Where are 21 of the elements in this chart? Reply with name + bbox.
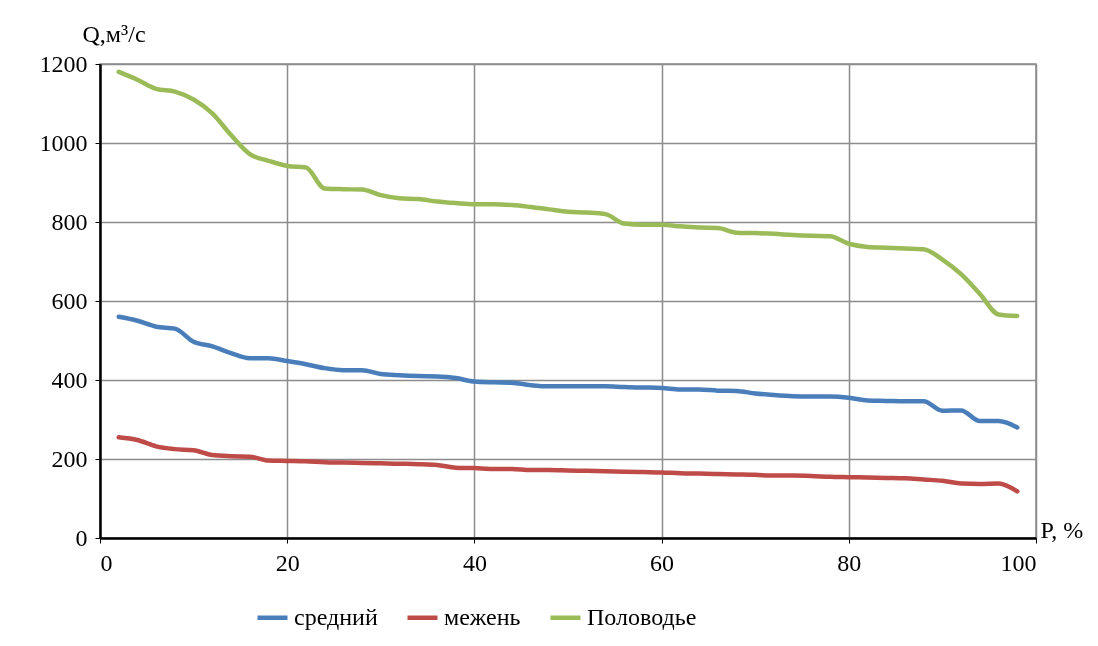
x-tick-label: 20 (275, 549, 300, 576)
x-tick-label: 100 (1000, 549, 1037, 576)
y-tick-label: 400 (51, 366, 88, 393)
y-tick-label: 1200 (39, 50, 88, 77)
y-tick-label: 0 (75, 524, 88, 551)
x-tick-label: 80 (837, 549, 862, 576)
legend-label: межень (444, 603, 521, 630)
line-series (116, 314, 1020, 430)
x-axis-title: P, % (1040, 516, 1084, 543)
line-series (116, 69, 1020, 319)
y-tick-label: 800 (51, 208, 88, 235)
line-series (116, 435, 1020, 494)
y-axis-title: Q,м³/с (82, 20, 146, 47)
y-tick-label: 1000 (39, 129, 88, 156)
y-tick-label: 200 (51, 445, 88, 472)
x-tick-label: 0 (100, 549, 113, 576)
legend-label: Половодье (587, 603, 697, 630)
x-tick-label: 60 (650, 549, 675, 576)
y-tick-label: 600 (51, 287, 88, 314)
legend-label: средний (294, 603, 378, 630)
x-tick-label: 40 (462, 549, 487, 576)
